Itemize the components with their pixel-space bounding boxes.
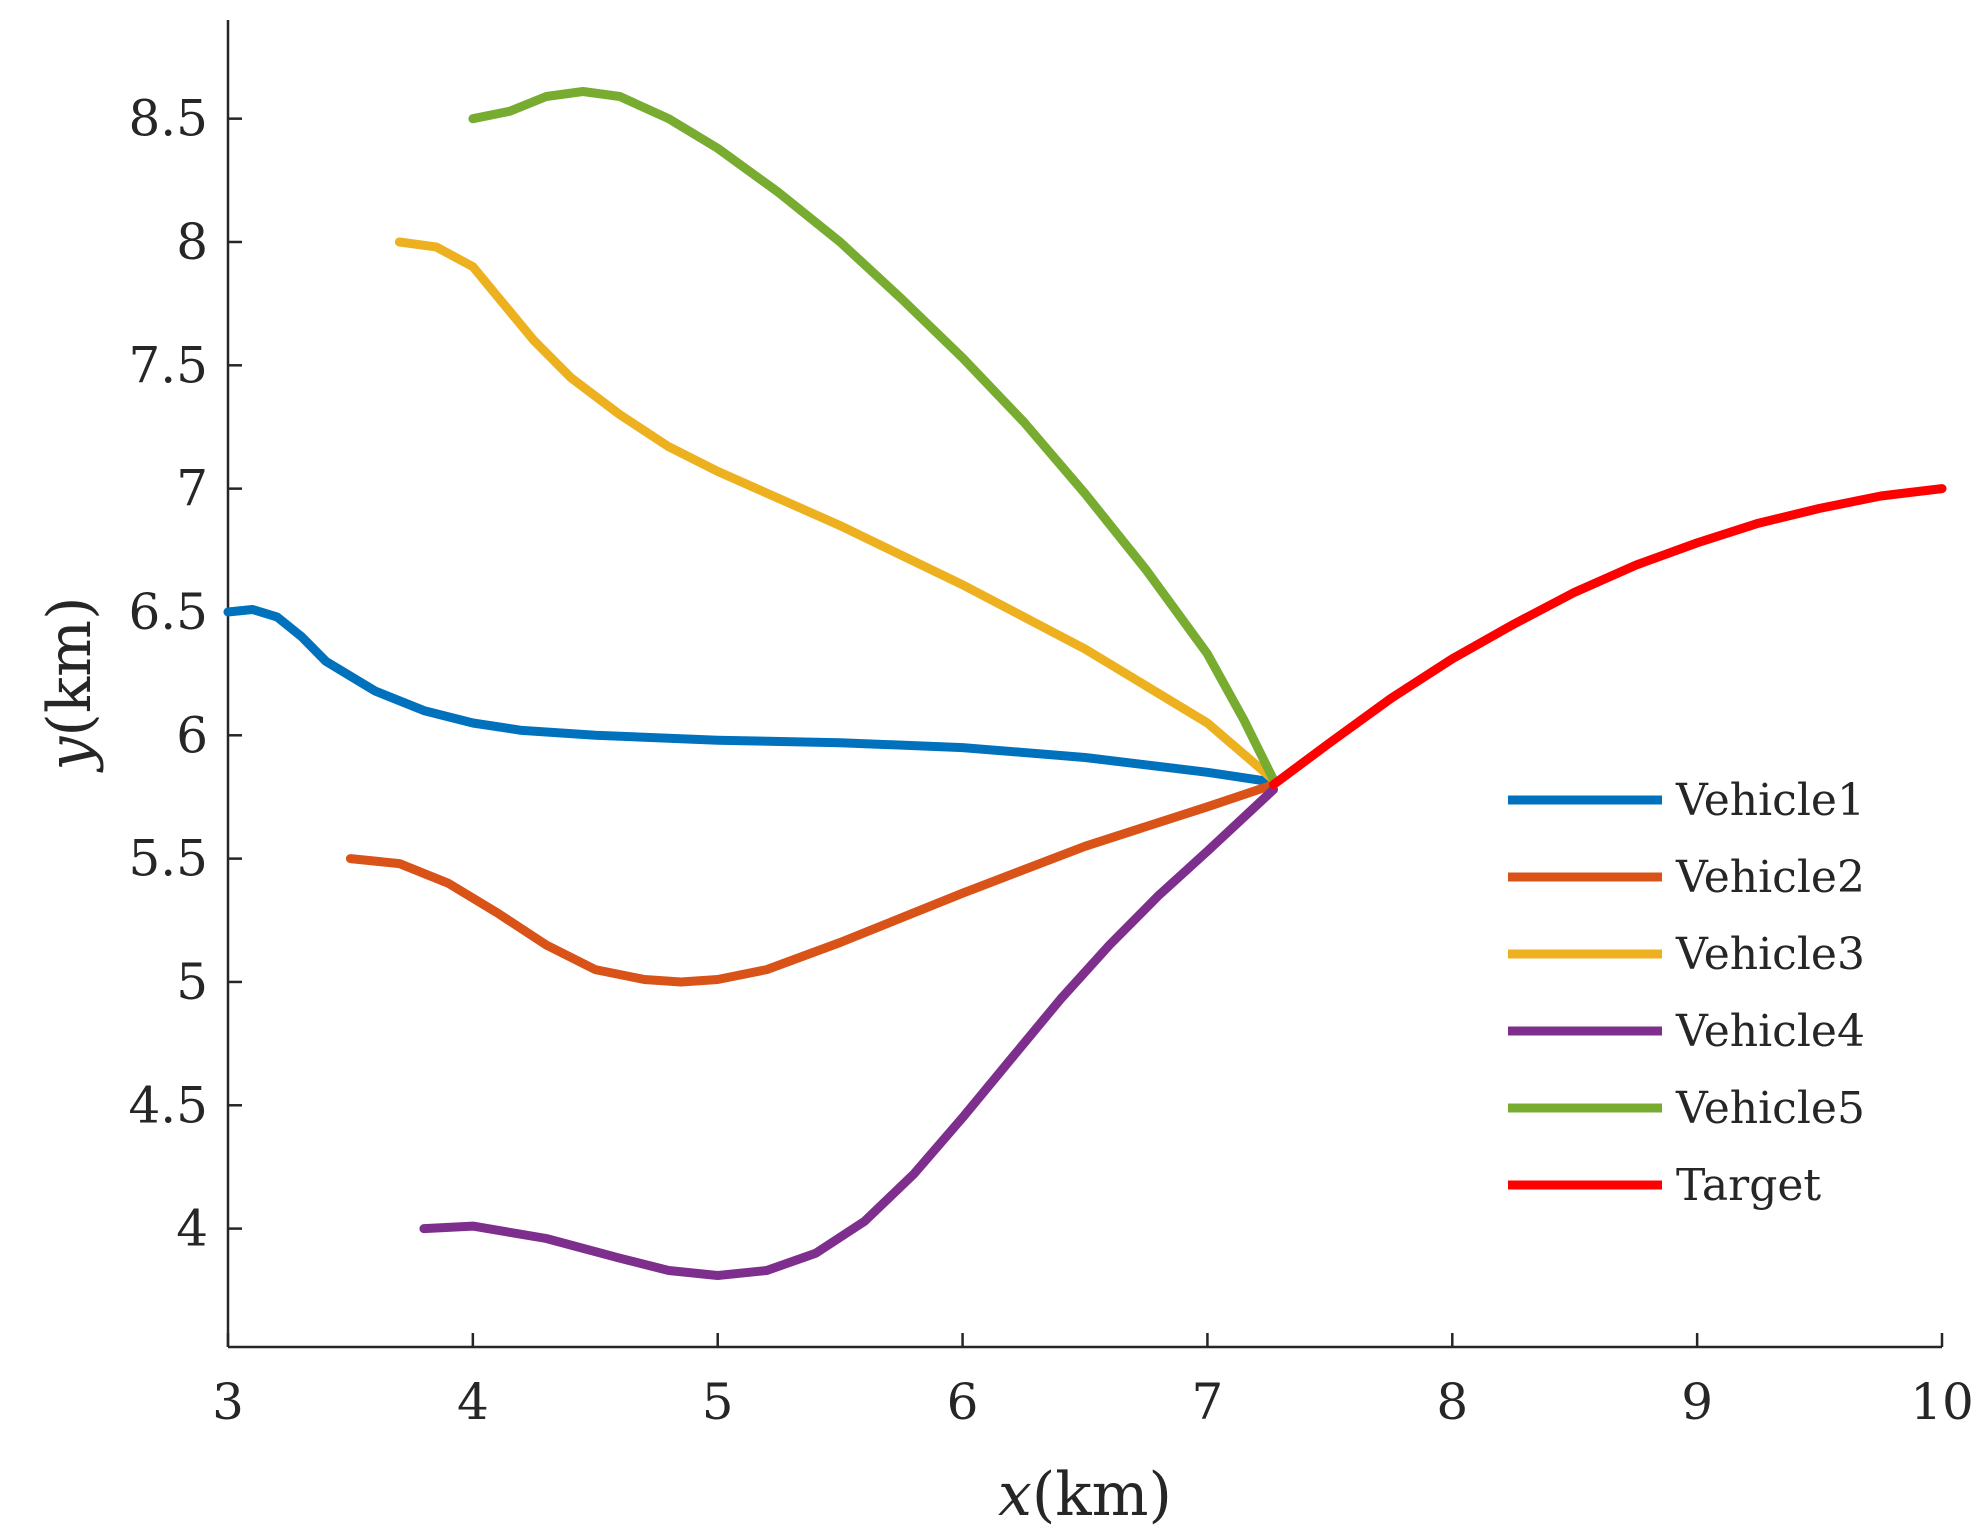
series-line-vehicle1 bbox=[223, 605, 1278, 787]
x-tick-label: 7 bbox=[1192, 1373, 1224, 1431]
series-line-vehicle2 bbox=[345, 780, 1278, 987]
y-tick-label: 4.5 bbox=[128, 1076, 208, 1134]
x-tick-label: 10 bbox=[1910, 1373, 1974, 1431]
series-line-vehicle5 bbox=[468, 87, 1278, 785]
y-axis-label-var: y bbox=[35, 735, 105, 773]
y-tick-label: 6 bbox=[176, 706, 208, 764]
x-tick-label: 8 bbox=[1436, 1373, 1468, 1431]
series-line-vehicle4 bbox=[419, 785, 1278, 1280]
x-axis-label-unit: (km) bbox=[1032, 1460, 1172, 1530]
x-tick-label: 3 bbox=[212, 1373, 244, 1431]
y-tick-label: 5.5 bbox=[128, 830, 208, 888]
legend-label-target: Target bbox=[1676, 1160, 1821, 1211]
y-ticks: 4 4.5 5 5.5 6 6.5 7 7.5 8 8.5 bbox=[128, 90, 242, 1258]
y-tick-label: 8 bbox=[176, 213, 208, 271]
y-tick-label: 6.5 bbox=[128, 583, 208, 641]
axes bbox=[226, 20, 1942, 1349]
legend-label-vehicle5: Vehicle5 bbox=[1675, 1083, 1865, 1134]
x-tick-label: 6 bbox=[947, 1373, 979, 1431]
x-axis-label-var: x bbox=[998, 1460, 1032, 1530]
x-ticks: 3 4 5 6 7 8 9 10 bbox=[212, 1333, 1974, 1431]
y-tick-label: 7 bbox=[176, 460, 208, 518]
legend-label-vehicle1: Vehicle1 bbox=[1675, 775, 1865, 826]
x-tick-label: 4 bbox=[457, 1373, 489, 1431]
y-axis-label: y(km) bbox=[35, 597, 105, 774]
legend: Vehicle1 Vehicle2 Vehicle3 Vehicle4 Vehicle5… bbox=[1508, 775, 1865, 1211]
y-axis-label-unit: (km) bbox=[35, 597, 105, 737]
series-line-vehicle3 bbox=[394, 237, 1278, 785]
legend-label-vehicle2: Vehicle2 bbox=[1675, 852, 1865, 903]
x-tick-label: 9 bbox=[1681, 1373, 1713, 1431]
y-tick-label: 8.5 bbox=[128, 90, 208, 148]
legend-label-vehicle4: Vehicle4 bbox=[1675, 1006, 1865, 1057]
series-group bbox=[223, 87, 1947, 1280]
y-tick-label: 7.5 bbox=[128, 336, 208, 394]
series-line-target bbox=[1269, 484, 1947, 790]
y-tick-label: 4 bbox=[176, 1200, 208, 1258]
x-tick-label: 5 bbox=[702, 1373, 734, 1431]
legend-label-vehicle3: Vehicle3 bbox=[1675, 929, 1865, 980]
x-axis-label: x(km) bbox=[998, 1460, 1172, 1530]
y-tick-label: 5 bbox=[176, 953, 208, 1011]
